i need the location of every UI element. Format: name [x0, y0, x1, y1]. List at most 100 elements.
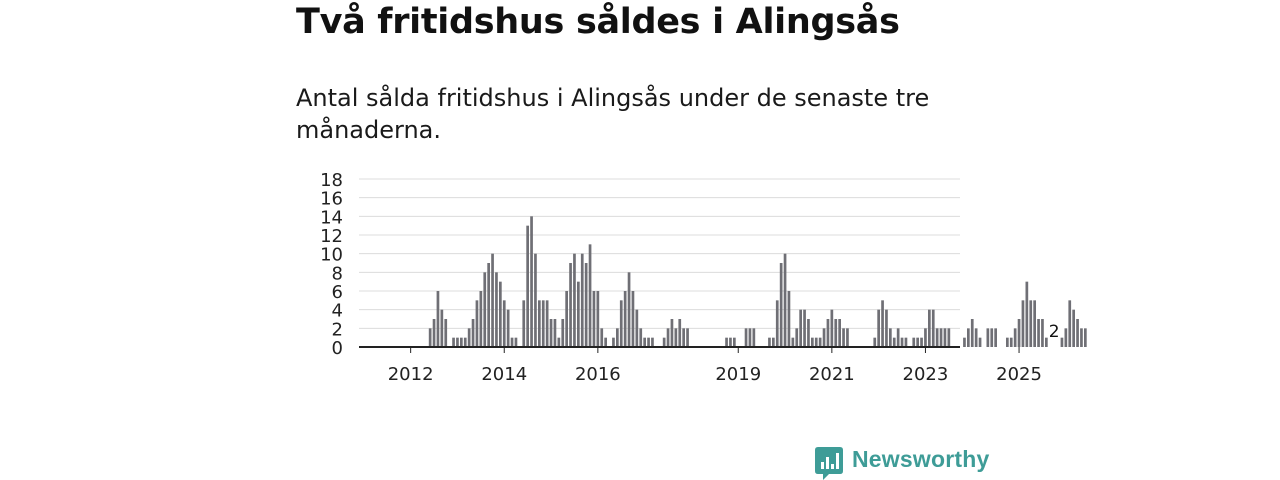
- bar: [444, 319, 448, 347]
- bar: [799, 309, 802, 347]
- bar: [506, 309, 510, 347]
- bar: [1060, 337, 1064, 347]
- bar: [538, 300, 541, 347]
- bar: [491, 253, 494, 347]
- bar: [1013, 328, 1017, 347]
- x-tick-label: 2025: [996, 364, 1042, 385]
- bar: [1045, 337, 1048, 347]
- bar: [826, 319, 830, 347]
- bar: [639, 328, 643, 347]
- y-tick-label: 18: [320, 170, 343, 191]
- bar: [775, 300, 779, 347]
- bar: [846, 328, 849, 347]
- bar: [678, 319, 682, 347]
- chart-title: Två fritidshus såldes i Alingsås: [296, 2, 900, 42]
- bar: [974, 328, 978, 347]
- bar: [549, 319, 553, 347]
- y-tick-label: 8: [332, 263, 343, 284]
- bar: [752, 328, 756, 347]
- y-tick-label: 12: [320, 226, 343, 247]
- bar: [1068, 300, 1072, 347]
- bar: [604, 337, 607, 347]
- bar: [1006, 337, 1009, 347]
- bar: [768, 337, 771, 347]
- newsworthy-logo-icon: [815, 447, 843, 480]
- bar: [725, 337, 728, 347]
- bar: [651, 337, 654, 347]
- bar: [772, 337, 775, 347]
- bar: [436, 291, 440, 347]
- bar: [460, 337, 463, 347]
- x-tick-label: 2019: [715, 364, 761, 385]
- bar: [495, 272, 498, 347]
- bar: [1009, 337, 1013, 347]
- bar: [686, 328, 689, 347]
- bar: [791, 337, 795, 347]
- bar: [928, 309, 931, 347]
- bar: [428, 328, 432, 347]
- bar: [623, 291, 627, 347]
- bar: [838, 319, 841, 347]
- bar: [1033, 300, 1036, 347]
- bar: [967, 328, 970, 347]
- bar: [803, 309, 806, 347]
- bar: [811, 337, 814, 347]
- bar: [935, 328, 939, 347]
- y-tick-label: 2: [332, 319, 343, 340]
- bar: [440, 309, 444, 347]
- bar: [541, 300, 545, 347]
- bar: [662, 337, 666, 347]
- bar: [931, 309, 935, 347]
- bar: [779, 263, 783, 347]
- bar: [526, 225, 529, 347]
- bar: [452, 337, 455, 347]
- bar: [456, 337, 459, 347]
- bar: [744, 328, 748, 347]
- bar: [584, 263, 588, 347]
- bar: [881, 300, 884, 347]
- y-tick-label: 0: [332, 338, 343, 359]
- x-tick-label: 2021: [809, 364, 855, 385]
- bar: [1064, 328, 1068, 347]
- x-tick-label: 2014: [481, 364, 527, 385]
- bar: [588, 244, 592, 347]
- y-tick-label: 10: [320, 245, 343, 266]
- bar: [674, 328, 678, 347]
- bar: [1072, 309, 1075, 347]
- bar: [994, 328, 997, 347]
- bar: [818, 337, 822, 347]
- bar: [729, 337, 732, 347]
- bar: [530, 216, 533, 347]
- bar: [807, 319, 810, 347]
- bar: [873, 337, 877, 347]
- bar: [947, 328, 951, 347]
- bar: [787, 291, 791, 347]
- bar: [619, 300, 623, 347]
- bar: [510, 337, 514, 347]
- bar: [943, 328, 947, 347]
- bar: [1029, 300, 1033, 347]
- bar: [916, 337, 919, 347]
- bar: [970, 319, 974, 347]
- bar: [1084, 328, 1087, 347]
- bar: [522, 300, 526, 347]
- bar: [900, 337, 904, 347]
- chart-subtitle: Antal sålda fritidshus i Alingsås under …: [296, 84, 930, 144]
- bar: [647, 337, 650, 347]
- bar: [499, 281, 502, 347]
- y-tick-label: 4: [332, 301, 343, 322]
- bar: [635, 309, 639, 347]
- bar: [627, 272, 631, 347]
- bar: [990, 328, 994, 347]
- bar: [842, 328, 845, 347]
- bar: [1080, 328, 1083, 347]
- bar: [963, 337, 966, 347]
- bar: [569, 263, 572, 347]
- bar: [939, 328, 943, 347]
- bar: [920, 337, 923, 347]
- bar: [912, 337, 916, 347]
- bar: [877, 309, 880, 347]
- bar: [1076, 319, 1079, 347]
- bar: [573, 253, 576, 347]
